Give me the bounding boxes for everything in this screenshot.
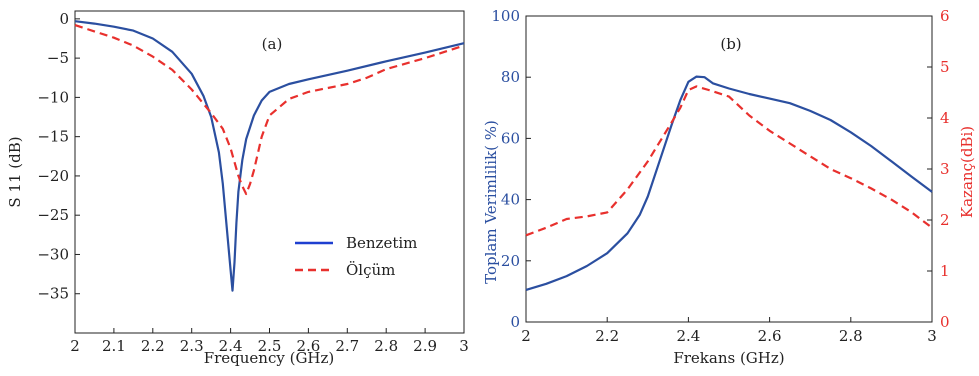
chart-a-y-tick-label: −20: [37, 167, 69, 185]
chart-b-y-tick-label: 80: [501, 68, 520, 86]
chart-b-y2-tick-label: 0: [940, 313, 950, 331]
chart-b-y2-tick-label: 2: [940, 211, 950, 229]
chart-b-x-tick-label: 3: [927, 327, 937, 345]
chart-b-y-tick-label: 100: [491, 7, 520, 25]
chart-a-x-tick-label: 2.1: [102, 337, 126, 355]
chart-b-y-tick-label: 0: [510, 313, 520, 331]
chart-b-x-tick-label: 2.2: [595, 327, 619, 345]
chart-b-y2-tick-label: 3: [940, 160, 950, 178]
chart-a-y-axis-label: S 11 (dB): [6, 136, 24, 207]
chart-a-y-tick-label: −25: [37, 206, 69, 224]
chart-b-y2-ticks: 0 1 2 3 4 5 6: [927, 7, 950, 331]
chart-a-x-tick-label: 2.2: [141, 337, 165, 355]
chart-b-x-tick-label: 2.8: [839, 327, 863, 345]
legend-label-benzetim: Benzetim: [346, 234, 417, 252]
chart-b-y-axis-label: Toplam Verimlilik( %): [482, 120, 500, 284]
chart-a-legend: Benzetim Ölçüm: [295, 234, 417, 279]
chart-a-x-tick-label: 2.3: [180, 337, 204, 355]
chart-b-x-ticks: 2 2.2 2.4 2.6 2.8 3: [521, 317, 937, 345]
chart-a-y-ticks: 0 −5 −10 −15 −20 −25 −30 −35: [37, 10, 80, 303]
chart-b-x-tick-label: 2.6: [758, 327, 782, 345]
chart-b-plot-frame: [525, 15, 933, 323]
chart-b-x-tick-label: 2.4: [676, 327, 700, 345]
chart-a-series-line-1: [74, 20, 465, 292]
legend-label-olcum: Ölçüm: [346, 261, 395, 279]
chart-a-x-tick-label: 2.6: [296, 337, 320, 355]
chart-a-y-tick-label: −5: [47, 49, 69, 67]
chart-b-y2-tick-label: 1: [940, 262, 950, 280]
chart-b-y-tick-label: 20: [501, 252, 520, 270]
chart-a-x-tick-label: 2.8: [374, 337, 398, 355]
chart-a-plot-frame: [74, 10, 465, 334]
chart-b-y-tick-label: 40: [501, 191, 520, 209]
chart-b-y-tick-label: 60: [501, 129, 520, 147]
chart-a-y-tick-label: −35: [37, 285, 69, 303]
chart-b-y2-axis-label: Kazanç(dBi): [958, 126, 976, 218]
chart-b-panel-label: (b): [720, 35, 741, 53]
chart-b-y2-tick-label: 4: [940, 109, 950, 127]
chart-a-y-tick-label: 0: [59, 10, 69, 28]
chart-a-x-tick-label: 2.4: [219, 337, 243, 355]
chart-b-x-tick-label: 2: [521, 327, 531, 345]
chart-a-x-tick-label: 2.5: [258, 337, 282, 355]
chart-b-series-line-1: [525, 75, 933, 291]
chart-a-x-axis-label: Frequency (GHz): [204, 349, 335, 367]
chart-a-x-tick-label: 2.9: [413, 337, 437, 355]
chart-b-y-ticks: 0 20 40 60 80 100: [491, 7, 531, 331]
chart-a-x-tick-label: 2: [70, 337, 80, 355]
chart-b-series-line-2: [525, 85, 933, 237]
chart-a-y-tick-label: −15: [37, 128, 69, 146]
chart-a-x-ticks: 2 2.1 2.2 2.3 2.4 2.5 2.6 2.7 2.8 2.9 3: [70, 328, 469, 355]
chart-a: 0 −5 −10 −15 −20 −25 −30 −35 2 2.1 2.2 2.3 2.4 2.5 2.…: [6, 10, 469, 367]
chart-a-series-line-2: [74, 24, 465, 196]
chart-a-y-tick-label: −30: [37, 245, 69, 263]
chart-b-x-axis-label: Frekans (GHz): [673, 349, 784, 367]
chart-a-x-tick-label: 2.7: [335, 337, 359, 355]
chart-b-y2-tick-label: 5: [940, 58, 950, 76]
chart-b-series: [525, 75, 933, 291]
chart-a-series: [74, 20, 465, 292]
chart-a-x-tick-label: 3: [459, 337, 469, 355]
chart-a-y-tick-label: −10: [37, 88, 69, 106]
chart-b-y2-tick-label: 6: [940, 7, 950, 25]
chart-a-panel-label: (a): [262, 35, 283, 53]
